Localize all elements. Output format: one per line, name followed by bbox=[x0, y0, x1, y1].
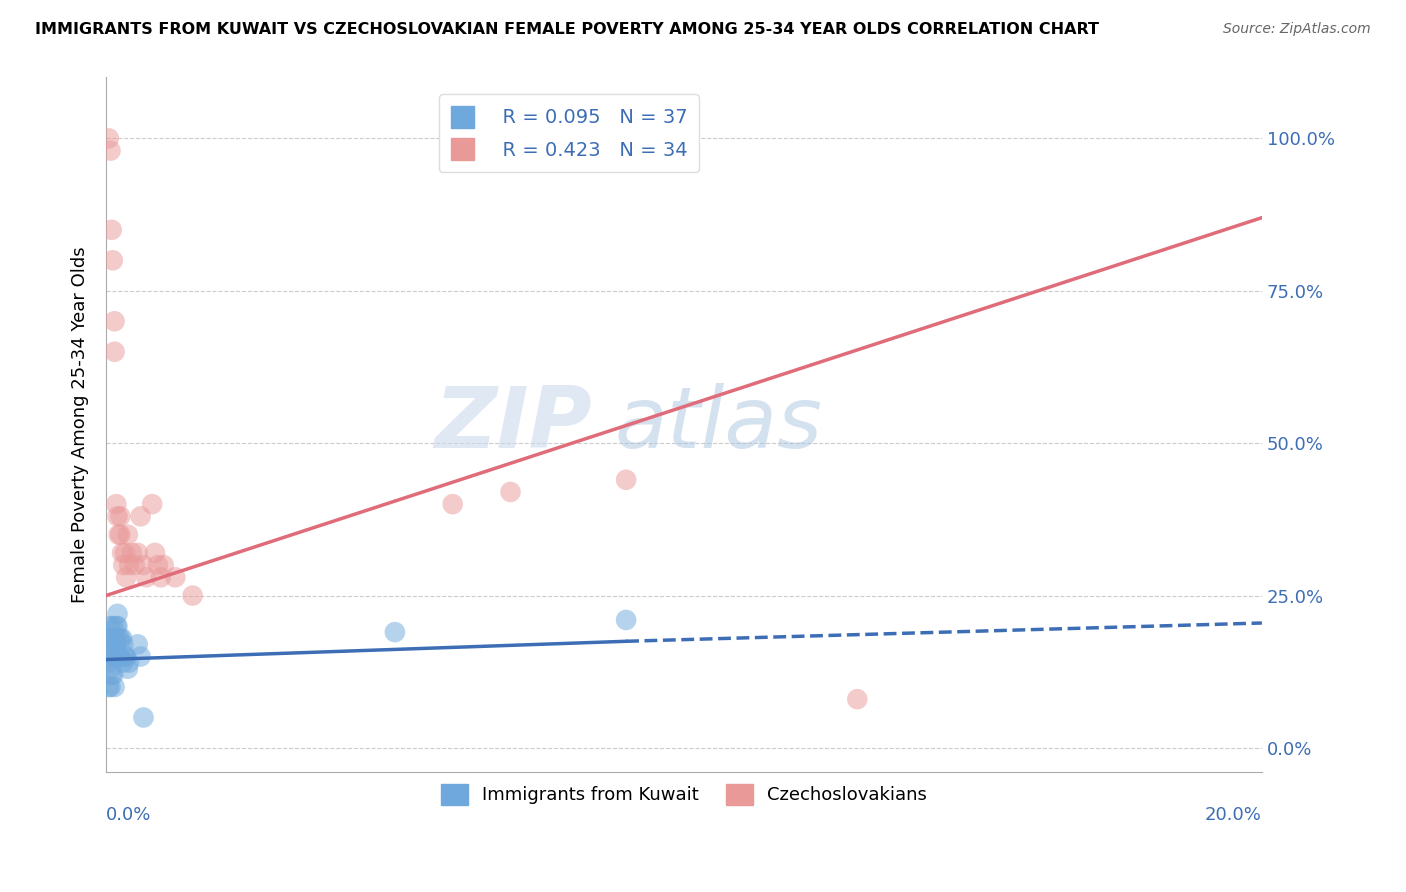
Point bbox=[127, 637, 149, 651]
Text: ZIP: ZIP bbox=[434, 384, 592, 467]
Point bbox=[100, 144, 122, 158]
Point bbox=[101, 619, 124, 633]
Point bbox=[100, 662, 122, 676]
Text: atlas: atlas bbox=[614, 384, 823, 467]
Point bbox=[100, 668, 122, 682]
Point bbox=[614, 613, 637, 627]
Point bbox=[97, 680, 120, 694]
Point bbox=[100, 223, 122, 237]
Point bbox=[129, 649, 152, 664]
Point bbox=[146, 558, 169, 573]
Text: 0.0%: 0.0% bbox=[105, 805, 152, 824]
Point bbox=[100, 632, 122, 646]
Point bbox=[101, 637, 124, 651]
Point bbox=[384, 625, 406, 640]
Point bbox=[441, 497, 464, 511]
Point bbox=[132, 710, 155, 724]
Point bbox=[121, 546, 143, 560]
Point bbox=[124, 558, 146, 573]
Point bbox=[105, 497, 128, 511]
Point bbox=[103, 632, 125, 646]
Legend: Immigrants from Kuwait, Czechoslovakians: Immigrants from Kuwait, Czechoslovakians bbox=[433, 777, 935, 812]
Point bbox=[499, 485, 522, 500]
Point bbox=[111, 546, 134, 560]
Point bbox=[165, 570, 187, 584]
Point bbox=[103, 649, 125, 664]
Point bbox=[100, 649, 122, 664]
Point bbox=[114, 649, 136, 664]
Point bbox=[103, 344, 125, 359]
Point bbox=[105, 619, 128, 633]
Point bbox=[97, 656, 120, 670]
Point bbox=[110, 649, 132, 664]
Point bbox=[103, 649, 125, 664]
Text: IMMIGRANTS FROM KUWAIT VS CZECHOSLOVAKIAN FEMALE POVERTY AMONG 25-34 YEAR OLDS C: IMMIGRANTS FROM KUWAIT VS CZECHOSLOVAKIA… bbox=[35, 22, 1099, 37]
Y-axis label: Female Poverty Among 25-34 Year Olds: Female Poverty Among 25-34 Year Olds bbox=[72, 246, 89, 603]
Point bbox=[110, 527, 132, 541]
Point bbox=[118, 558, 141, 573]
Point bbox=[105, 637, 128, 651]
Point bbox=[152, 558, 174, 573]
Point bbox=[101, 253, 124, 268]
Point bbox=[115, 649, 138, 664]
Point bbox=[143, 546, 166, 560]
Point bbox=[107, 619, 129, 633]
Point bbox=[127, 546, 149, 560]
Point bbox=[129, 509, 152, 524]
Point bbox=[846, 692, 869, 706]
Point bbox=[181, 589, 204, 603]
Point bbox=[149, 570, 172, 584]
Point bbox=[103, 680, 125, 694]
Point bbox=[97, 632, 120, 646]
Point bbox=[132, 558, 155, 573]
Point bbox=[112, 637, 135, 651]
Point bbox=[117, 527, 139, 541]
Point bbox=[110, 509, 132, 524]
Point bbox=[135, 570, 157, 584]
Point bbox=[110, 632, 132, 646]
Point bbox=[103, 668, 125, 682]
Point bbox=[98, 643, 121, 657]
Point bbox=[115, 570, 138, 584]
Point bbox=[100, 680, 122, 694]
Point bbox=[103, 314, 125, 328]
Point bbox=[114, 546, 136, 560]
Point bbox=[112, 656, 135, 670]
Point bbox=[118, 656, 141, 670]
Point bbox=[107, 632, 129, 646]
Point bbox=[112, 558, 135, 573]
Point bbox=[141, 497, 163, 511]
Point bbox=[107, 509, 129, 524]
Point bbox=[111, 632, 134, 646]
Point bbox=[107, 527, 129, 541]
Point bbox=[97, 131, 120, 145]
Point bbox=[614, 473, 637, 487]
Text: Source: ZipAtlas.com: Source: ZipAtlas.com bbox=[1223, 22, 1371, 37]
Text: 20.0%: 20.0% bbox=[1205, 805, 1263, 824]
Point bbox=[107, 649, 129, 664]
Point bbox=[117, 662, 139, 676]
Point bbox=[107, 607, 129, 621]
Point bbox=[98, 619, 121, 633]
